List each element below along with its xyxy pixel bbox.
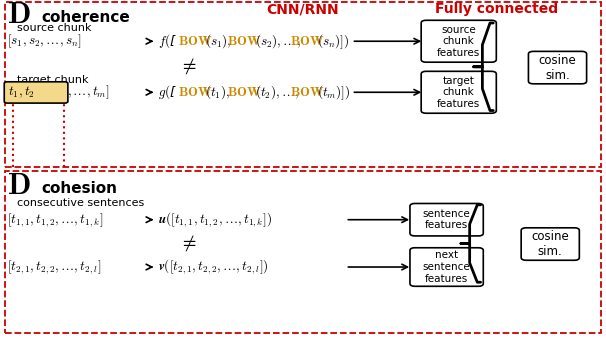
- Text: target
chunk
features: target chunk features: [437, 76, 481, 109]
- FancyBboxPatch shape: [528, 51, 587, 84]
- Text: $[t_{1,1}, t_{1,2}, \ldots, t_{1,k}]$: $[t_{1,1}, t_{1,2}, \ldots, t_{1,k}]$: [7, 211, 104, 228]
- Text: $\neq$: $\neq$: [179, 56, 196, 76]
- Text: $(t_2), \ldots,$: $(t_2), \ldots,$: [255, 83, 299, 101]
- Text: consecutive sentences: consecutive sentences: [17, 198, 144, 209]
- Text: $\boldsymbol{v}([t_{2,1}, t_{2,2}, \ldots, t_{2,l}])$: $\boldsymbol{v}([t_{2,1}, t_{2,2}, \ldot…: [158, 258, 268, 276]
- Text: cosine
sim.: cosine sim.: [531, 230, 569, 258]
- Text: $t_1, t_2$: $t_1, t_2$: [8, 84, 35, 100]
- Text: $\mathbf{BOW}$: $\mathbf{BOW}$: [290, 35, 324, 48]
- FancyBboxPatch shape: [421, 71, 496, 113]
- FancyBboxPatch shape: [5, 2, 601, 167]
- FancyBboxPatch shape: [421, 20, 496, 62]
- Text: target chunk: target chunk: [17, 75, 88, 86]
- Text: $[s_1, s_2, \ldots, s_n]$: $[s_1, s_2, \ldots, s_n]$: [7, 32, 82, 50]
- Text: $(s_2), \ldots,$: $(s_2), \ldots,$: [255, 32, 301, 50]
- Text: next
sentence
features: next sentence features: [423, 250, 470, 284]
- Text: Fully connected: Fully connected: [435, 2, 559, 17]
- Text: $\mathbf{BOW}$: $\mathbf{BOW}$: [290, 86, 324, 99]
- Text: $f($[: $f($[: [158, 32, 177, 50]
- Text: cohesion: cohesion: [41, 181, 117, 196]
- FancyBboxPatch shape: [5, 171, 601, 333]
- Text: coherence: coherence: [41, 10, 130, 25]
- Text: $(s_1),$: $(s_1),$: [205, 32, 231, 50]
- Text: $\mathbf{BOW}$: $\mathbf{BOW}$: [178, 86, 212, 99]
- Text: $\mathbf{BOW}$: $\mathbf{BOW}$: [227, 35, 262, 48]
- FancyBboxPatch shape: [4, 82, 68, 103]
- FancyBboxPatch shape: [521, 228, 579, 260]
- Text: $\mathbf{D}$: $\mathbf{D}$: [7, 0, 31, 29]
- Text: $, \ldots, t_m]$: $, \ldots, t_m]$: [67, 83, 110, 101]
- Text: $g($[: $g($[: [158, 83, 176, 101]
- Text: $\mathbf{D}$: $\mathbf{D}$: [7, 171, 31, 200]
- Text: $\mathbf{BOW}$: $\mathbf{BOW}$: [178, 35, 212, 48]
- Text: $(s_n)])$: $(s_n)])$: [317, 32, 349, 50]
- Text: CNN/RNN: CNN/RNN: [267, 2, 339, 17]
- Text: source
chunk
features: source chunk features: [437, 25, 481, 58]
- FancyBboxPatch shape: [410, 248, 484, 286]
- Text: $(t_1),$: $(t_1),$: [205, 83, 230, 101]
- Text: $[t_{2,1}, t_{2,2}, \ldots, t_{2,l}]$: $[t_{2,1}, t_{2,2}, \ldots, t_{2,l}]$: [7, 258, 101, 276]
- Text: cosine
sim.: cosine sim.: [539, 54, 576, 81]
- Text: $\boldsymbol{u}([t_{1,1}, t_{1,2}, \ldots, t_{1,k}])$: $\boldsymbol{u}([t_{1,1}, t_{1,2}, \ldot…: [158, 210, 271, 229]
- Text: $\mathbf{BOW}$: $\mathbf{BOW}$: [227, 86, 262, 99]
- Text: source chunk: source chunk: [17, 23, 92, 33]
- Text: $\neq$: $\neq$: [179, 233, 196, 253]
- Text: sentence
features: sentence features: [423, 209, 470, 231]
- Text: $(t_m)])$: $(t_m)])$: [317, 83, 350, 101]
- FancyBboxPatch shape: [410, 203, 484, 236]
